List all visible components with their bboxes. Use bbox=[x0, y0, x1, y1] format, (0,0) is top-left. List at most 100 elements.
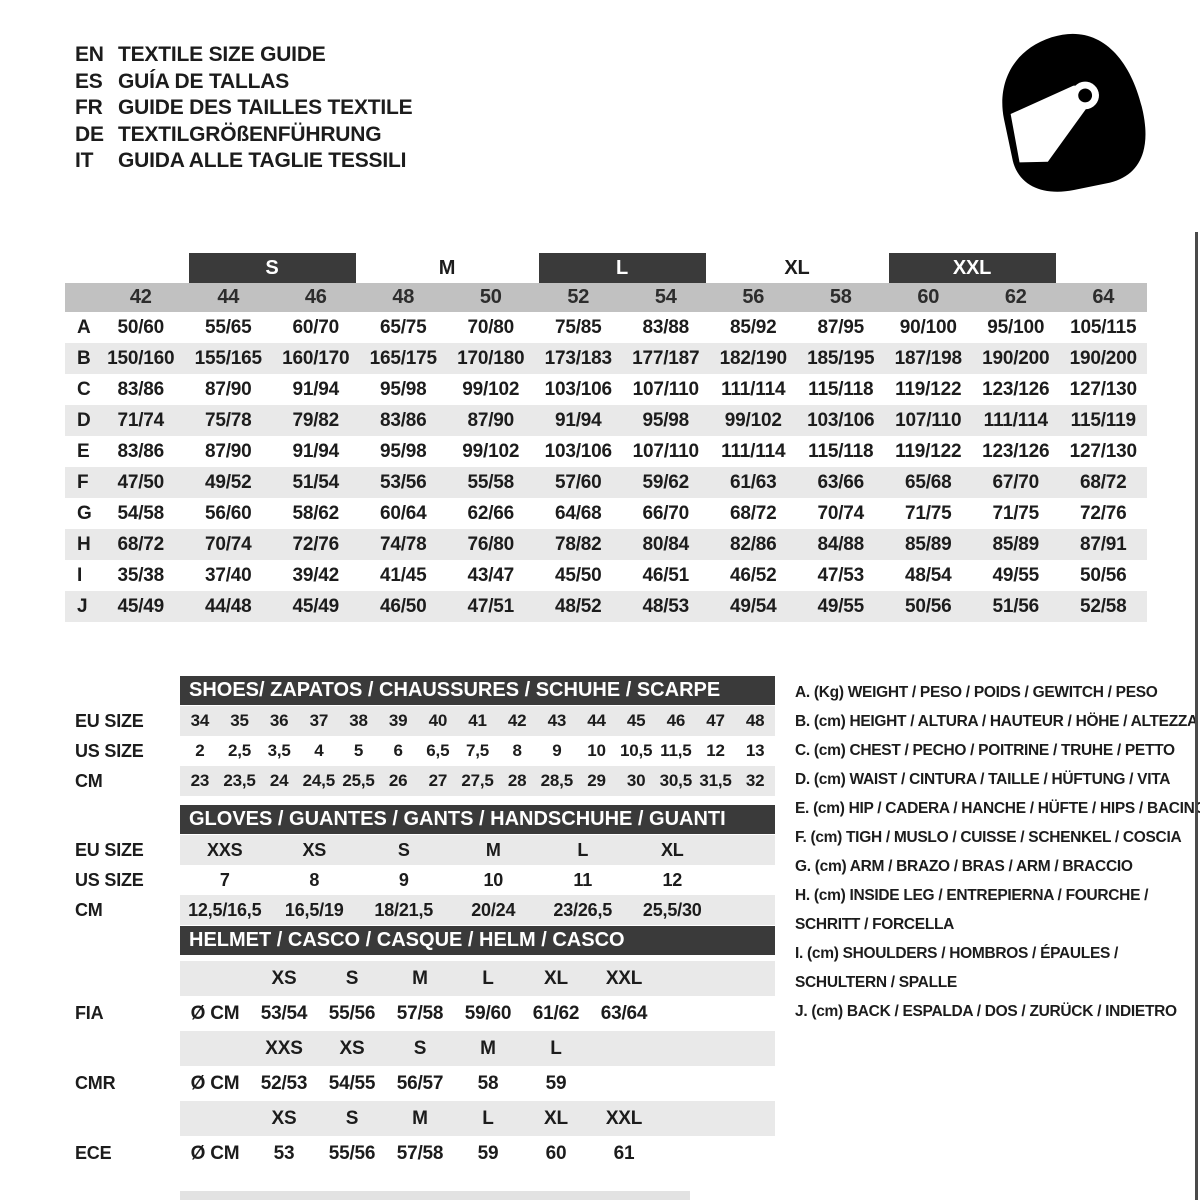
size-cell: 52/53 bbox=[260, 1073, 308, 1094]
measurement-cell: 79/82 bbox=[292, 410, 340, 431]
size-cell: 7,5 bbox=[465, 741, 490, 760]
size-cell: 37 bbox=[309, 711, 329, 730]
size-cell: 30,5 bbox=[659, 771, 692, 790]
spacer bbox=[65, 1031, 180, 1066]
measurement-cell: 61/63 bbox=[729, 472, 777, 493]
size-cell: 46 bbox=[666, 711, 686, 730]
measurement-cell: 150/160 bbox=[107, 348, 175, 369]
measurement-cell: 111/114 bbox=[983, 410, 1048, 431]
legend-unit: (cm) bbox=[810, 829, 847, 846]
measurement-cell: 72/76 bbox=[1079, 503, 1127, 524]
measurement-cell: 51/56 bbox=[992, 596, 1040, 617]
language-label: GUIDA ALLE TAGLIE TESSILI bbox=[118, 149, 407, 172]
measurement-cell: 44/48 bbox=[204, 596, 252, 617]
legend-key: E. bbox=[795, 800, 814, 817]
measurement-cell: 170/180 bbox=[457, 348, 525, 369]
helmet-title-row: HELMET / CASCO / CASQUE / HELM / CASCO bbox=[65, 926, 775, 961]
measurement-cell: 83/86 bbox=[117, 379, 165, 400]
size-cell: 30 bbox=[626, 771, 646, 790]
measurement-cell: 49/52 bbox=[204, 472, 252, 493]
gloves-row: CM 12,5/16,5 16,5/19 18/21,5 20/24 23/26,5 25,… bbox=[65, 895, 775, 925]
measurement-cell: 64/68 bbox=[554, 503, 602, 524]
value-strip: 2 2,5 3,5 4 5 6 6,5 7,5 8 9 10 10,5 11,5 12 13 bbox=[180, 736, 775, 766]
value-strip: XXS XS S M L bbox=[180, 1031, 775, 1066]
measurement-legend: A. (Kg) WEIGHT / PESO / POIDS / GEWITCH … bbox=[795, 678, 1200, 1026]
size-cell: XS bbox=[339, 1038, 365, 1059]
size-column-header: 52 bbox=[567, 286, 590, 308]
size-cell: M bbox=[412, 1108, 428, 1129]
measurement-cell: 99/102 bbox=[462, 441, 520, 462]
gloves-table: GLOVES / GUANTES / GANTS / HANDSCHUHE / … bbox=[65, 805, 775, 925]
measurement-cell: 95/100 bbox=[987, 317, 1045, 338]
row-letter: I bbox=[77, 565, 83, 586]
legend-entry: G. (cm) ARM / BRAZO / BRAS / ARM / BRACC… bbox=[795, 852, 1195, 881]
corner-cell bbox=[65, 283, 97, 312]
value-strip: 7 8 9 10 11 12 bbox=[180, 865, 775, 895]
row-letter: J bbox=[77, 596, 88, 617]
legend-entry: F. (cm) TIGH / MUSLO / CUISSE / SCHENKEL… bbox=[795, 823, 1195, 852]
spacer-cell bbox=[180, 961, 250, 996]
size-cell: XXS bbox=[207, 840, 243, 860]
standard-label: FIA bbox=[75, 1003, 104, 1023]
spacer bbox=[65, 1101, 180, 1136]
measurement-cell: 99/102 bbox=[462, 379, 520, 400]
measurement-cell: 41/45 bbox=[379, 565, 427, 586]
measurement-cell: 65/75 bbox=[379, 317, 427, 338]
size-cell: 24 bbox=[269, 771, 289, 790]
legend-entry-wrap: SCHULTERN / SPALLE bbox=[795, 974, 957, 991]
measurement-cell: 59/62 bbox=[642, 472, 690, 493]
legend-text: CHEST / PECHO / POITRINE / TRUHE / PETTO bbox=[849, 742, 1175, 759]
size-cell: 13 bbox=[745, 741, 765, 760]
size-group-xl: XL bbox=[784, 257, 810, 279]
measurement-cell: 190/200 bbox=[982, 348, 1050, 369]
measurement-cell: 50/60 bbox=[117, 317, 165, 338]
measurement-cell: 52/58 bbox=[1079, 596, 1127, 617]
measurement-cell: 70/74 bbox=[204, 534, 252, 555]
language-code: ES bbox=[75, 69, 103, 93]
measurement-cell: 127/130 bbox=[1069, 441, 1137, 462]
measurement-cell: 87/90 bbox=[467, 410, 515, 431]
measurement-cell: 91/94 bbox=[292, 379, 340, 400]
size-cell: XS bbox=[302, 840, 327, 860]
helmet-sizes-row: XS S M L XL XXL bbox=[65, 961, 775, 996]
size-cell: 23 bbox=[190, 771, 210, 790]
size-cell: 12 bbox=[706, 741, 725, 760]
measurement-cell: 80/84 bbox=[642, 534, 690, 555]
legend-unit: (cm) bbox=[813, 742, 850, 759]
row-letter: D bbox=[77, 410, 91, 431]
size-cell: 5 bbox=[353, 741, 364, 760]
value-strip: 23 23,5 24 24,5 25,5 26 27 27,5 28 28,5 29 30 30,5 31… bbox=[180, 766, 775, 796]
measurement-cell: 177/187 bbox=[632, 348, 700, 369]
row-label: US SIZE bbox=[75, 870, 144, 890]
size-cell: 24,5 bbox=[302, 771, 335, 790]
value-strip: XXS XS S M L XL bbox=[180, 835, 775, 865]
measurement-cell: 84/88 bbox=[817, 534, 865, 555]
measurement-cell: 48/52 bbox=[554, 596, 602, 617]
value-strip: 34 35 36 37 38 39 40 41 42 43 44 45 46 47 48 bbox=[180, 706, 775, 736]
measurement-cell: 35/38 bbox=[117, 565, 165, 586]
row-label: EU SIZE bbox=[75, 840, 144, 860]
measurement-cell: 115/118 bbox=[808, 441, 874, 462]
measurement-cell: 47/51 bbox=[467, 596, 515, 617]
legend-key: I. bbox=[795, 945, 808, 962]
language-code: IT bbox=[75, 149, 94, 172]
measurement-cell: 45/49 bbox=[292, 596, 340, 617]
measurement-cell: 85/89 bbox=[904, 534, 952, 555]
legend-text: WAIST / CINTURA / TAILLE / HÜFTUNG / VIT… bbox=[849, 771, 1171, 788]
size-cell: 48 bbox=[745, 711, 765, 730]
size-column-header: 44 bbox=[217, 286, 240, 308]
size-cell: 29 bbox=[587, 771, 606, 790]
legend-text: HEIGHT / ALTURA / HAUTEUR / HÖHE / ALTEZ… bbox=[849, 713, 1198, 730]
standard-label: CMR bbox=[75, 1073, 116, 1093]
measurement-cell: 111/114 bbox=[721, 441, 786, 462]
legend-unit: (cm) bbox=[814, 858, 850, 875]
size-cell: 53 bbox=[273, 1143, 295, 1164]
size-cell: 32 bbox=[745, 771, 765, 790]
measurement-cell: 123/126 bbox=[982, 379, 1050, 400]
size-cell: 59 bbox=[545, 1073, 567, 1094]
row-label: US SIZE bbox=[75, 741, 144, 761]
legend-entry: B. (cm) HEIGHT / ALTURA / HAUTEUR / HÖHE… bbox=[795, 707, 1198, 736]
row-letter: B bbox=[77, 348, 91, 369]
measurement-cell: 53/56 bbox=[379, 472, 427, 493]
size-cell: L bbox=[550, 1038, 562, 1059]
